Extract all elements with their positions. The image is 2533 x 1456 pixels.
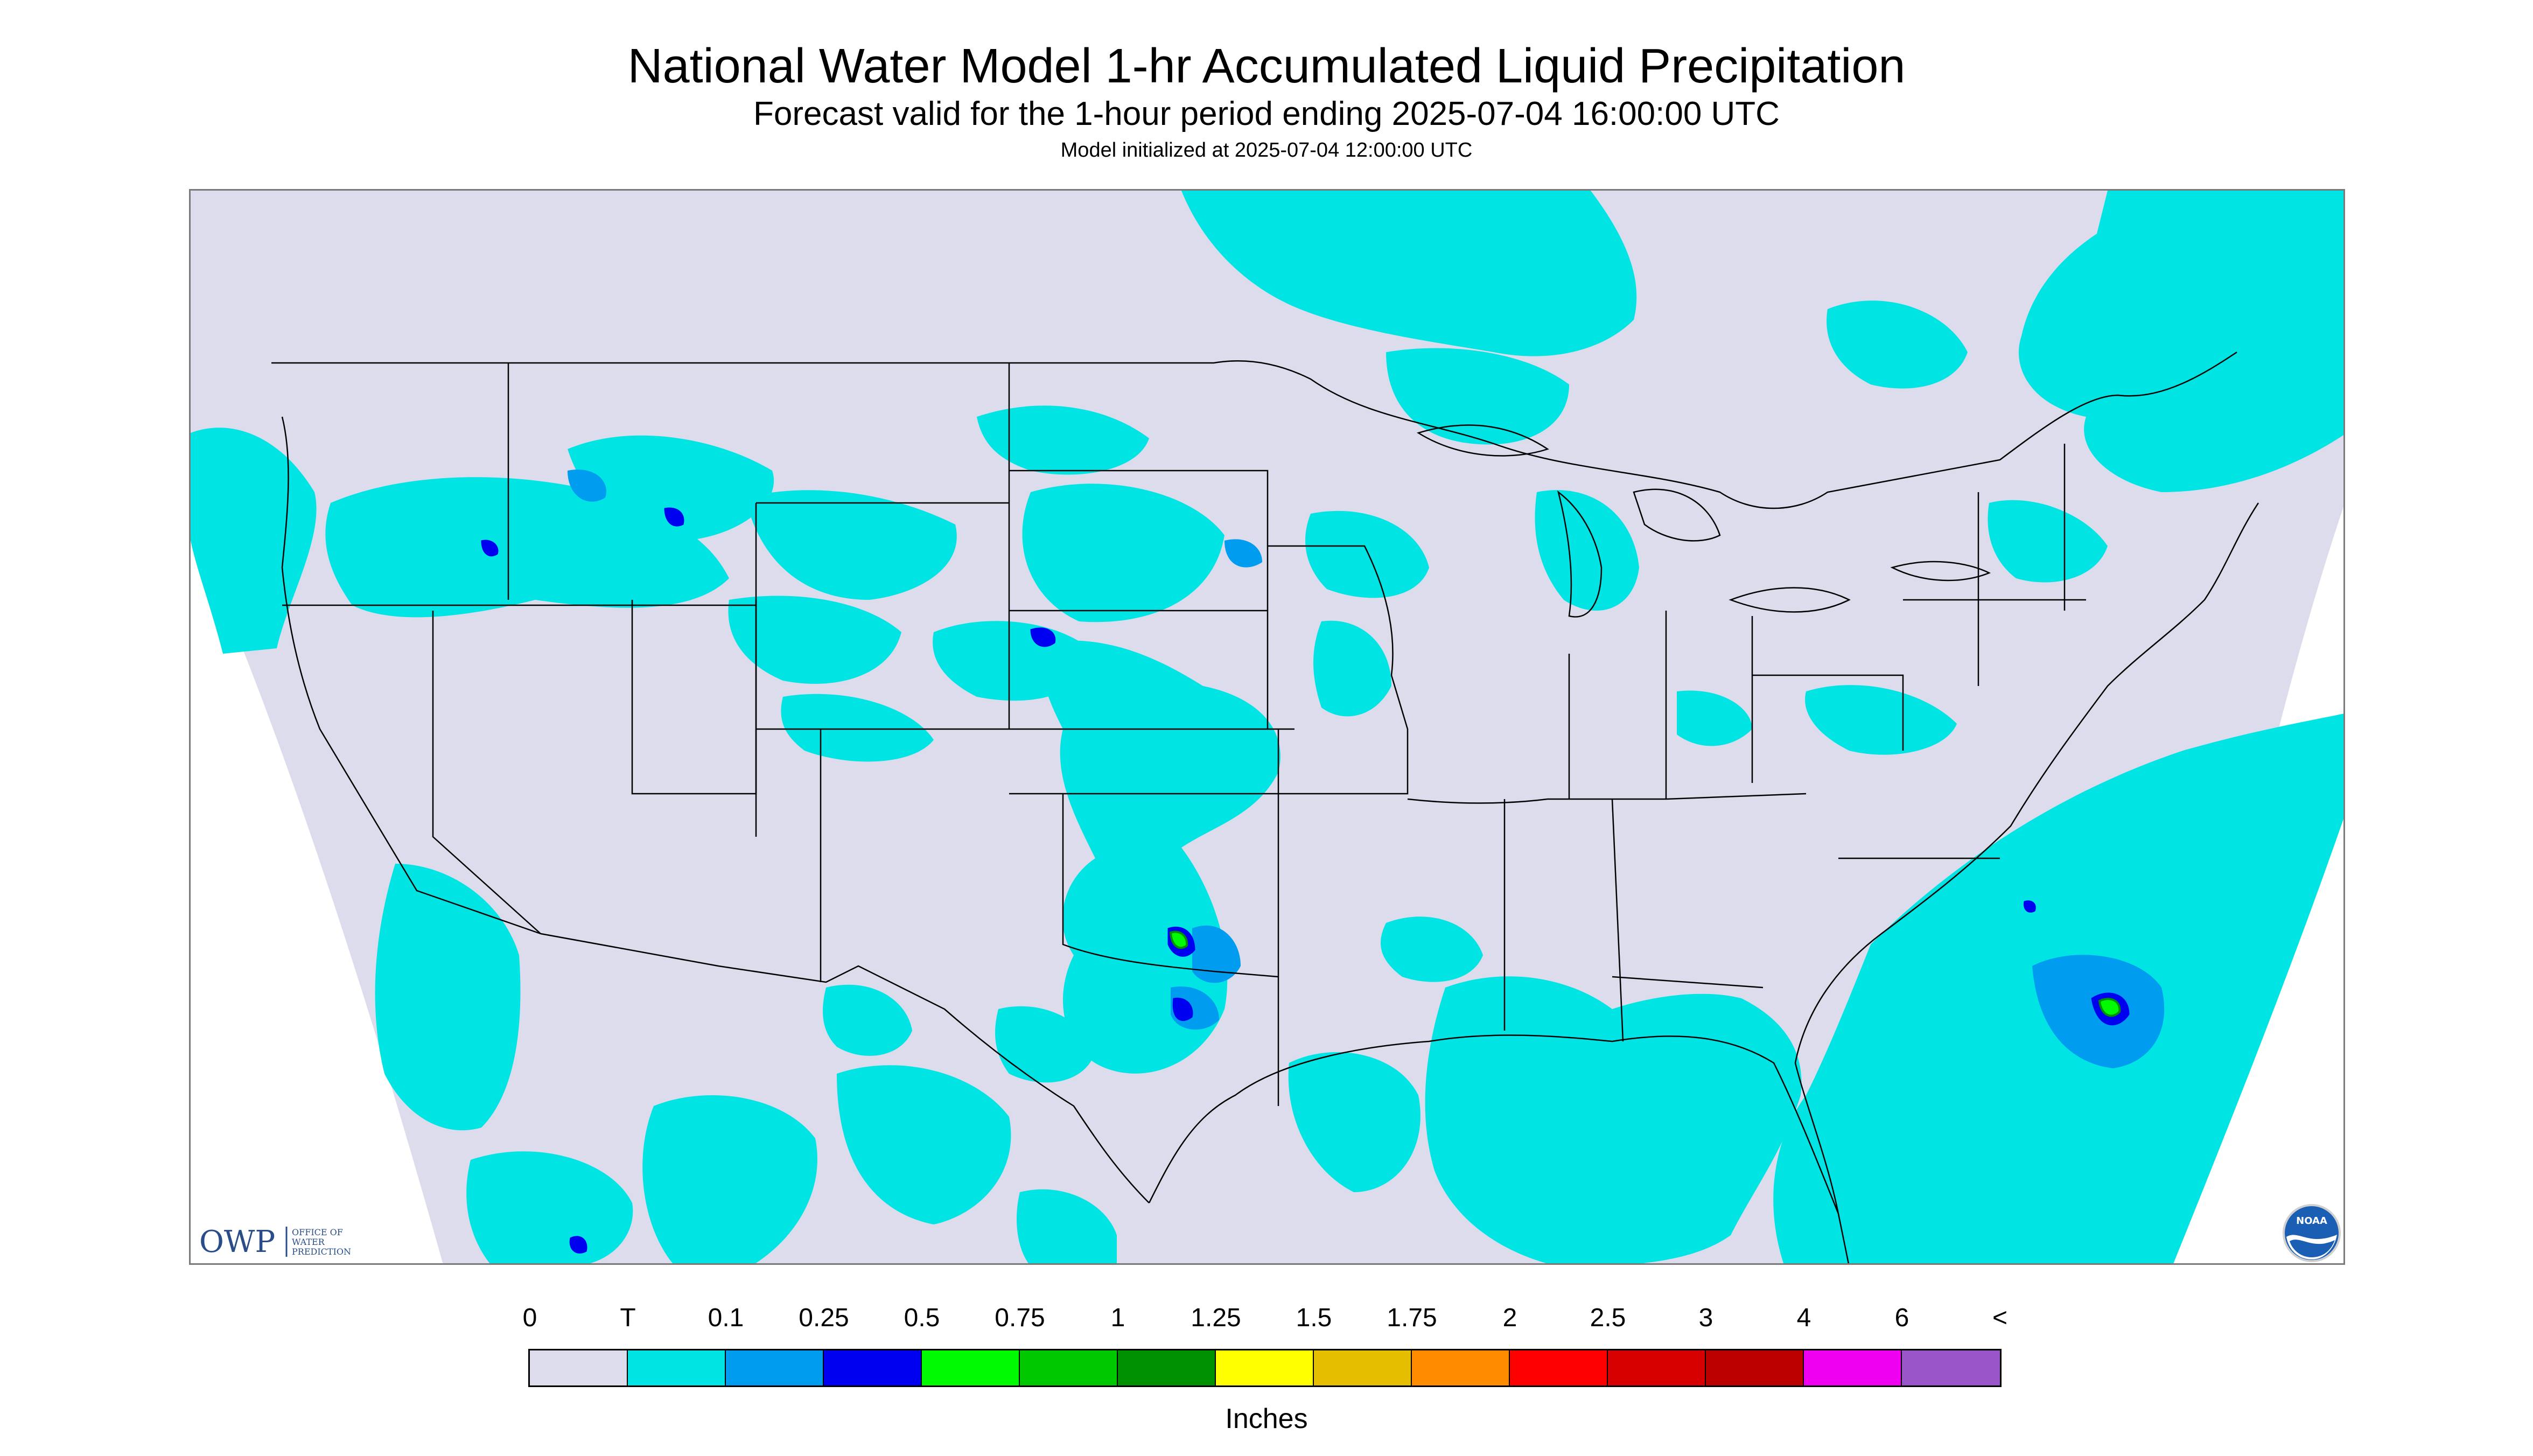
- map-title: National Water Model 1-hr Accumulated Li…: [627, 39, 1906, 93]
- legend-tick-label: 1.5: [1296, 1304, 1332, 1332]
- legend-tick-label: T: [620, 1304, 636, 1332]
- legend-swatch: [922, 1350, 1020, 1385]
- noaa-logo: NOAA: [2282, 1203, 2341, 1263]
- political-boundaries: [271, 351, 2259, 1263]
- map-canvas: [191, 191, 2343, 1263]
- legend-tick-label: <: [1992, 1304, 2008, 1332]
- legend-swatch: [1314, 1350, 1412, 1385]
- owp-mark: OWP: [199, 1224, 275, 1259]
- legend-swatch: [824, 1350, 922, 1385]
- legend-tick-label: 1.25: [1191, 1304, 1241, 1332]
- owp-text-line-1: OFFICE OF: [292, 1227, 343, 1237]
- owp-logo: OWP OFFICE OF WATER PREDICTION: [199, 1222, 372, 1263]
- legend-swatch: [1412, 1350, 1510, 1385]
- legend-swatch: [530, 1350, 628, 1385]
- legend-swatch: [1118, 1350, 1216, 1385]
- legend-colorbar: [528, 1349, 2002, 1387]
- legend-swatch: [1804, 1350, 1902, 1385]
- legend-tick-label: 0.5: [904, 1304, 940, 1332]
- legend-swatch: [1608, 1350, 1706, 1385]
- legend-tick-label: 4: [1796, 1304, 1811, 1332]
- legend-swatch: [1902, 1350, 2000, 1385]
- legend-tick-label: 1.75: [1387, 1304, 1437, 1332]
- precipitation-green-cores: [1169, 930, 2121, 1017]
- owp-text-line-2: WATER: [292, 1237, 325, 1247]
- noaa-text: NOAA: [2296, 1215, 2327, 1227]
- legend-tick-label: 6: [1894, 1304, 1909, 1332]
- legend-swatch: [1706, 1350, 1804, 1385]
- legend-tick-label: 2.5: [1590, 1304, 1626, 1332]
- legend-tick-label: 0.75: [995, 1304, 1045, 1332]
- forecast-valid-subtitle: Forecast valid for the 1-hour period end…: [753, 95, 1780, 132]
- legend-tick-label: 0.1: [708, 1304, 744, 1332]
- legend-tick-label: 3: [1698, 1304, 1713, 1332]
- legend-tick-label: 0: [522, 1304, 537, 1332]
- model-init-label: Model initialized at 2025-07-04 12:00:00…: [1060, 139, 1473, 162]
- legend-swatch: [726, 1350, 824, 1385]
- owp-text-line-3: PREDICTION: [292, 1247, 351, 1257]
- legend-swatch: [1510, 1350, 1608, 1385]
- legend-tick-label: 2: [1502, 1304, 1517, 1332]
- legend-swatch: [628, 1350, 726, 1385]
- legend-tick-label: 1: [1110, 1304, 1125, 1332]
- legend-swatch: [1020, 1350, 1118, 1385]
- precipitation-map: [189, 189, 2345, 1265]
- legend-tick-label: 0.25: [799, 1304, 849, 1332]
- legend-units-label: Inches: [1225, 1403, 1308, 1434]
- legend-swatch: [1216, 1350, 1314, 1385]
